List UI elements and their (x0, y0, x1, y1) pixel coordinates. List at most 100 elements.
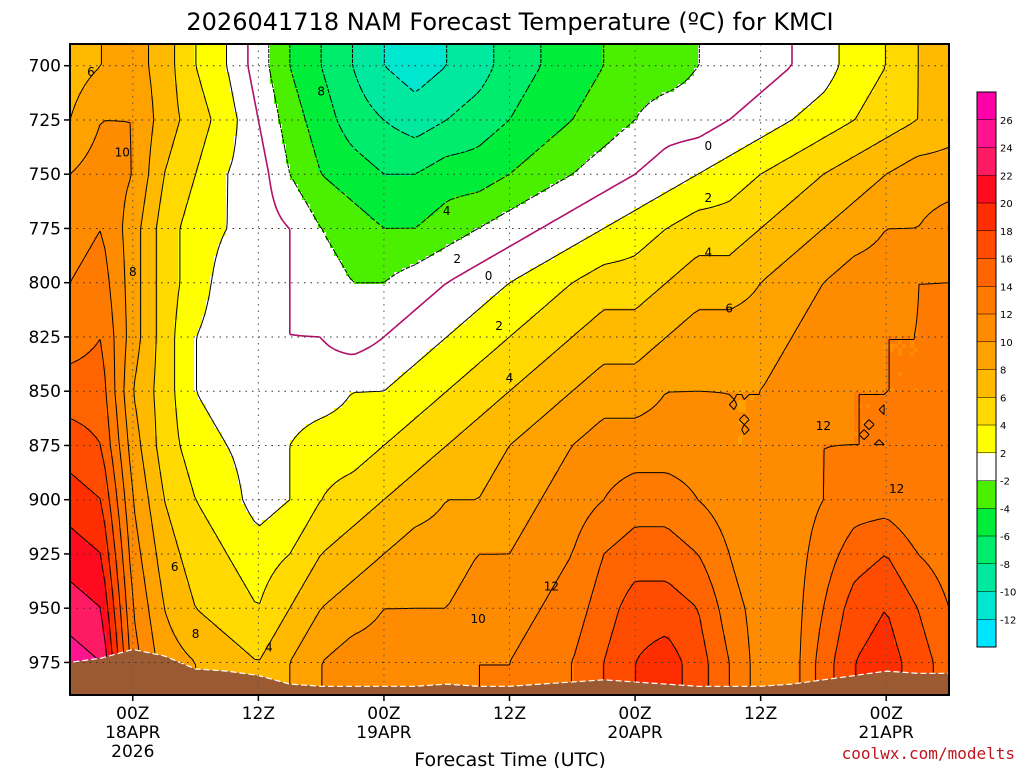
field-cell (418, 56, 422, 60)
field-cell (646, 120, 650, 124)
field-cell (314, 68, 318, 72)
field-cell (406, 48, 410, 52)
field-cell (574, 52, 578, 56)
field-cell (150, 52, 154, 56)
field-cell (390, 108, 394, 112)
field-cell (442, 52, 446, 56)
field-cell (674, 56, 678, 60)
field-cell (242, 100, 246, 104)
field-cell (322, 120, 326, 124)
field-cell (734, 48, 738, 52)
field-cell (838, 100, 842, 104)
field-cell (462, 128, 466, 132)
field-cell (938, 96, 942, 100)
field-cell (74, 84, 78, 88)
field-cell (526, 64, 530, 68)
field-cell (818, 124, 822, 128)
field-cell (910, 60, 914, 64)
field-cell (754, 116, 758, 120)
field-cell (426, 104, 430, 108)
field-cell (586, 128, 590, 132)
field-cell (698, 68, 702, 72)
field-cell (762, 104, 766, 108)
field-cell (118, 128, 122, 132)
field-cell (494, 112, 498, 116)
field-cell (786, 52, 790, 56)
field-cell (850, 76, 854, 80)
field-cell (202, 108, 206, 112)
field-cell (518, 68, 522, 72)
field-cell (542, 48, 546, 52)
field-cell (542, 116, 546, 120)
field-cell (902, 76, 906, 80)
field-cell (158, 76, 162, 80)
field-cell (658, 112, 662, 116)
field-cell (786, 80, 790, 84)
field-cell (602, 128, 606, 132)
field-cell (262, 60, 266, 64)
field-cell (110, 128, 114, 132)
field-cell (830, 124, 834, 128)
field-cell (394, 84, 398, 88)
field-cell (246, 100, 250, 104)
field-cell (502, 64, 506, 68)
field-cell (346, 64, 350, 68)
field-cell (470, 52, 474, 56)
field-cell (874, 92, 878, 96)
field-cell (438, 88, 442, 92)
field-cell (78, 120, 82, 124)
field-cell (290, 88, 294, 92)
field-cell (522, 76, 526, 80)
field-cell (802, 124, 806, 128)
field-cell (862, 48, 866, 52)
field-cell (122, 72, 126, 76)
field-cell (750, 88, 754, 92)
field-cell (426, 96, 430, 100)
field-cell (190, 112, 194, 116)
field-cell (766, 52, 770, 56)
field-cell (338, 120, 342, 124)
field-cell (666, 56, 670, 60)
field-cell (562, 112, 566, 116)
field-cell (550, 72, 554, 76)
field-cell (586, 124, 590, 128)
field-cell (726, 128, 730, 132)
field-cell (598, 104, 602, 108)
field-cell (118, 52, 122, 56)
field-cell (182, 68, 186, 72)
field-cell (162, 124, 166, 128)
field-cell (906, 116, 910, 120)
field-cell (302, 96, 306, 100)
field-cell (402, 60, 406, 64)
field-cell (674, 52, 678, 56)
field-cell (598, 112, 602, 116)
field-cell (182, 96, 186, 100)
field-cell (658, 52, 662, 56)
field-cell (474, 100, 478, 104)
field-cell (94, 48, 98, 52)
field-cell (418, 52, 422, 56)
field-cell (370, 124, 374, 128)
field-cell (566, 104, 570, 108)
field-cell (94, 96, 98, 100)
field-cell (298, 112, 302, 116)
field-cell (102, 48, 106, 52)
field-cell (618, 88, 622, 92)
field-cell (522, 84, 526, 88)
field-cell (342, 72, 346, 76)
field-cell (166, 68, 170, 72)
field-cell (942, 60, 946, 64)
field-cell (98, 88, 102, 92)
field-cell (698, 116, 702, 120)
field-cell (838, 96, 842, 100)
field-cell (462, 112, 466, 116)
field-cell (674, 48, 678, 52)
field-cell (566, 48, 570, 52)
field-cell (126, 92, 130, 96)
field-cell (502, 52, 506, 56)
field-cell (186, 72, 190, 76)
field-cell (870, 56, 874, 60)
field-cell (850, 60, 854, 64)
field-cell (822, 120, 826, 124)
field-cell (218, 88, 222, 92)
